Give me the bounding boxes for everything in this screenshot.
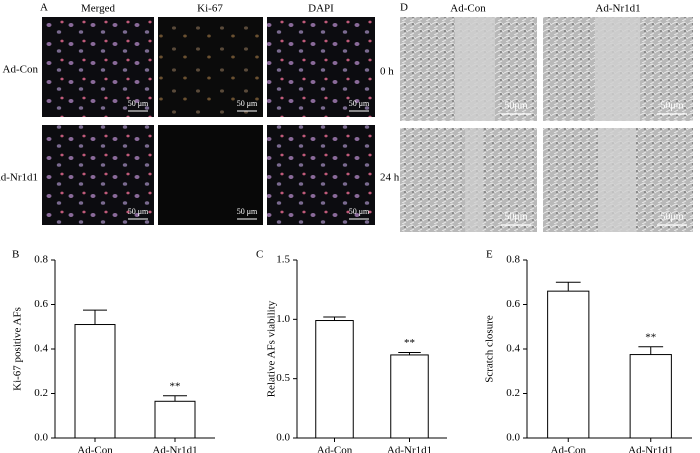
scale-bar-label: 50μm (504, 211, 527, 222)
column-label: Ad-Nr1d1 (595, 3, 640, 15)
micrograph (158, 17, 263, 117)
y-tick-label: 0.2 (506, 387, 520, 399)
x-tick-label: Ad-Con (317, 445, 353, 453)
micrograph (158, 125, 263, 225)
micrograph (267, 125, 375, 225)
panel-letter: E (486, 249, 493, 261)
y-tick-label: 0.2 (34, 387, 48, 399)
scratch (465, 128, 483, 232)
scale-bar-label: 50 μm (128, 207, 149, 216)
panel-letter: C (256, 249, 263, 261)
scratch (455, 17, 495, 121)
bar (390, 354, 429, 439)
scale-bar-label: 50 μm (128, 99, 149, 108)
image-panels (42, 17, 693, 232)
y-tick-label: 0.0 (276, 432, 290, 444)
scale-bar-label: 50 μm (237, 207, 258, 216)
scale-bar-label: 50 μm (237, 99, 258, 108)
x-tick-label: Ad-Con (77, 445, 113, 453)
scale-bar-label: 50μm (660, 100, 683, 111)
y-axis-label: Ki-67 positive AFs (12, 307, 24, 391)
significance-label: ** (170, 380, 181, 392)
y-axis-label: Scratch closure (484, 315, 496, 383)
significance-label: ** (404, 337, 415, 349)
row-label: Ad-Con (3, 64, 39, 76)
panel-letter: B (12, 249, 19, 261)
panel-letter: D (400, 2, 408, 14)
y-tick-label: 0.8 (506, 254, 520, 266)
bar (74, 324, 116, 439)
column-label: DAPI (308, 3, 334, 15)
x-tick-label: Ad-Nr1d1 (387, 445, 432, 453)
y-tick-label: 0.5 (276, 372, 290, 384)
y-tick-label: 0.6 (506, 298, 520, 310)
column-label: Merged (81, 3, 116, 15)
y-tick-label: 0.4 (34, 343, 48, 355)
column-label: Ki-67 (197, 3, 223, 15)
y-tick-label: 0.8 (34, 254, 48, 266)
scale-bar-label: 50 μm (349, 99, 370, 108)
y-axis-label: Relative AFs viability (266, 300, 278, 397)
y-tick-label: 0.4 (506, 343, 520, 355)
y-tick-label: 1.0 (276, 313, 290, 325)
y-tick-label: 0.0 (506, 432, 520, 444)
micrograph (42, 125, 154, 225)
y-tick-label: 1.5 (276, 254, 290, 266)
scratch (595, 17, 640, 121)
row-label: 24 h (380, 172, 400, 184)
bar (154, 400, 196, 439)
scale-bar-label: 50μm (504, 100, 527, 111)
bar (315, 320, 354, 439)
row-label: Ad-Nr1d1 (0, 172, 38, 184)
scale-bar-label: 50μm (660, 211, 683, 222)
micrograph (267, 17, 375, 117)
row-label: 0 h (380, 66, 394, 78)
column-label: Ad-Con (450, 3, 486, 15)
micrograph (42, 17, 154, 117)
x-tick-label: Ad-Nr1d1 (628, 445, 673, 453)
panel-letter: A (40, 2, 48, 14)
x-tick-label: Ad-Nr1d1 (152, 445, 197, 453)
scale-bar-label: 50 μm (349, 207, 370, 216)
y-tick-label: 0.0 (34, 432, 48, 444)
bar (547, 290, 590, 439)
x-tick-label: Ad-Con (551, 445, 587, 453)
significance-label: ** (645, 331, 656, 343)
scratch (598, 128, 636, 232)
bar (629, 354, 672, 439)
y-tick-label: 0.6 (34, 298, 48, 310)
